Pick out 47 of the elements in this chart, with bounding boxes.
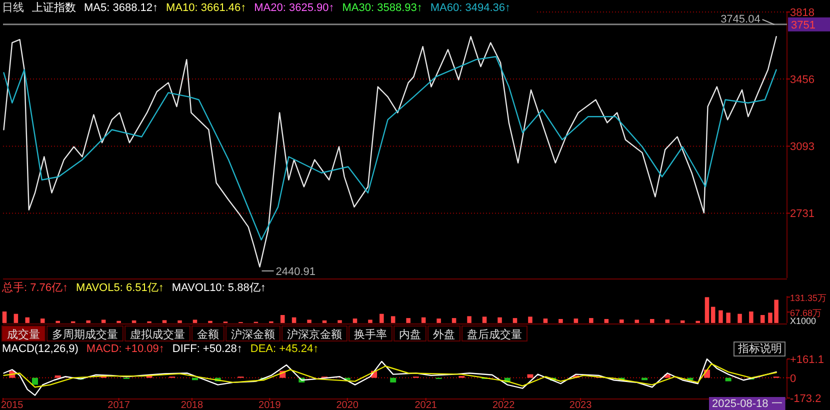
- series-label: DEA: +45.24↑: [250, 343, 319, 355]
- chart-title: 总手: 7.76亿↑: [1, 281, 68, 294]
- text: MACD: +10.09↑: [86, 343, 164, 355]
- chart-title: MACD(12,26,9): [2, 343, 78, 355]
- y-tick-label: 2731: [790, 208, 814, 220]
- text: 沪深京金额: [287, 328, 342, 341]
- text: 指标说明: [737, 343, 782, 355]
- chart-subtitle: 日线: [2, 1, 24, 14]
- annotation: MA30: 3588.93↑: [342, 2, 422, 14]
- y-tick-label: 3456: [790, 74, 814, 86]
- y-tick-label: 3093: [790, 141, 814, 154]
- annotation: MA10: 3661.46↑: [166, 2, 246, 14]
- annotation: MA60: 3494.36↑: [430, 2, 510, 14]
- y-tick-label: 3818: [790, 7, 814, 19]
- x-tick-label: 2018: [180, 400, 204, 410]
- x-tick-label: 2021: [414, 400, 438, 410]
- x-tick-label: 2023: [569, 400, 592, 410]
- text: 外盘: [433, 329, 455, 341]
- ref-line-label: 3751: [791, 19, 816, 32]
- annotation: 3745.04: [720, 14, 760, 26]
- annotation: 2440.91: [276, 266, 316, 278]
- x-tick-label: 2017: [108, 400, 130, 410]
- text: 多周期成交量: [52, 328, 118, 341]
- chart-title: 上证指数: [32, 1, 76, 14]
- series-label: DIFF: +50.28↑: [172, 343, 242, 355]
- annotation: MA5: 3688.12↑: [84, 2, 158, 14]
- text: MAVOL5: 6.51亿↑: [76, 282, 164, 294]
- y-tick-label: 0: [790, 372, 796, 385]
- y-tick-label: +161.1: [790, 354, 824, 366]
- annotation: 2025-08-18 一: [712, 398, 782, 410]
- text: 金额: [197, 328, 219, 341]
- text: 换手率: [354, 328, 387, 341]
- text: 沪深金额: [231, 328, 275, 341]
- y-axis-title: X1000: [790, 316, 816, 326]
- x-tick-label: 2019: [258, 400, 282, 410]
- text: MAVOL10: 5.88亿↑: [172, 282, 266, 294]
- y-tick-label: 67.68万: [790, 308, 822, 318]
- y-tick-label: 131.35万: [790, 293, 827, 304]
- annotation: MA20: 3625.90↑: [254, 2, 334, 14]
- x-tick-label: 2020: [336, 400, 359, 410]
- y-tick-label: -173.2: [790, 393, 822, 405]
- x-tick-label: 2022: [492, 400, 516, 410]
- text: 盘后成交量: [467, 328, 522, 341]
- text: 成交量: [7, 328, 40, 341]
- text: 内盘: [399, 328, 421, 341]
- x-tick-label: 2015: [1, 400, 24, 410]
- text: 虚拟成交量: [130, 328, 185, 341]
